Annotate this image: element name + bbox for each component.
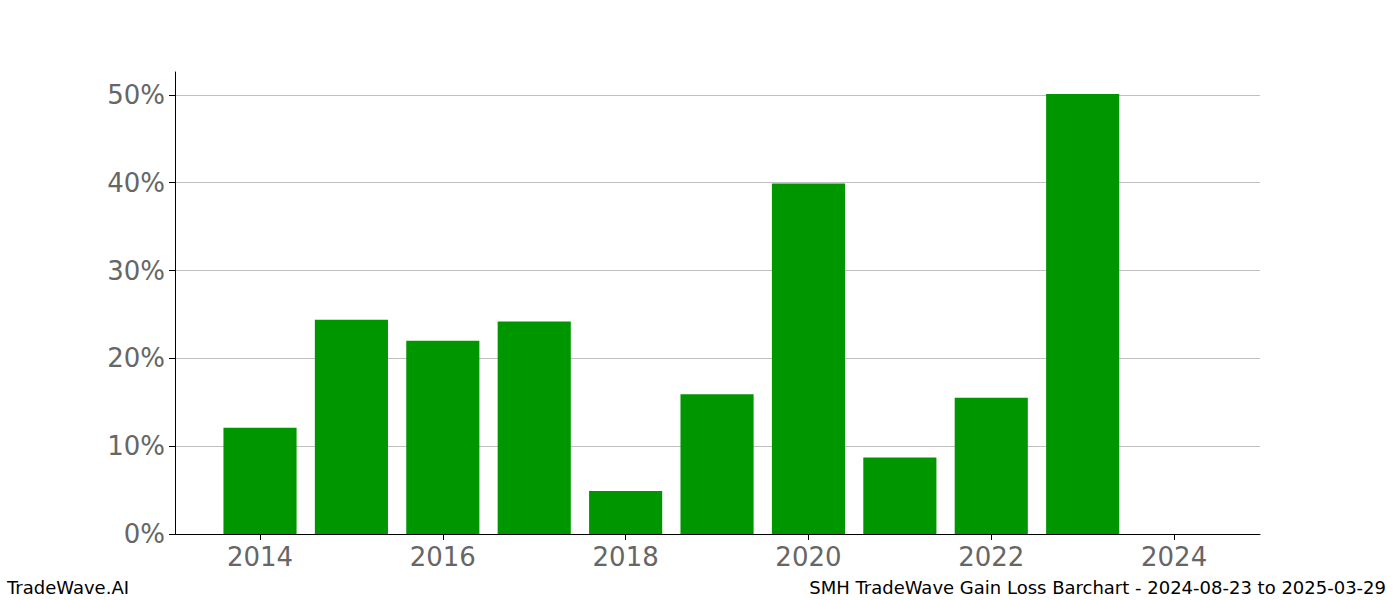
svg-text:SMH TradeWave Gain Loss Barcha: SMH TradeWave Gain Loss Barchart - 2024-… — [809, 577, 1386, 598]
svg-text:30%: 30% — [107, 256, 165, 286]
svg-text:10%: 10% — [107, 431, 165, 461]
svg-text:40%: 40% — [107, 168, 165, 198]
svg-text:50%: 50% — [107, 80, 165, 110]
svg-text:0%: 0% — [124, 519, 165, 549]
svg-text:20%: 20% — [107, 343, 165, 373]
svg-text:2022: 2022 — [958, 542, 1024, 572]
svg-text:2024: 2024 — [1141, 542, 1207, 572]
svg-text:2016: 2016 — [410, 542, 476, 572]
svg-text:2020: 2020 — [775, 542, 841, 572]
svg-text:2014: 2014 — [227, 542, 293, 572]
svg-text:2018: 2018 — [593, 542, 659, 572]
svg-text:TradeWave.AI: TradeWave.AI — [6, 577, 129, 598]
